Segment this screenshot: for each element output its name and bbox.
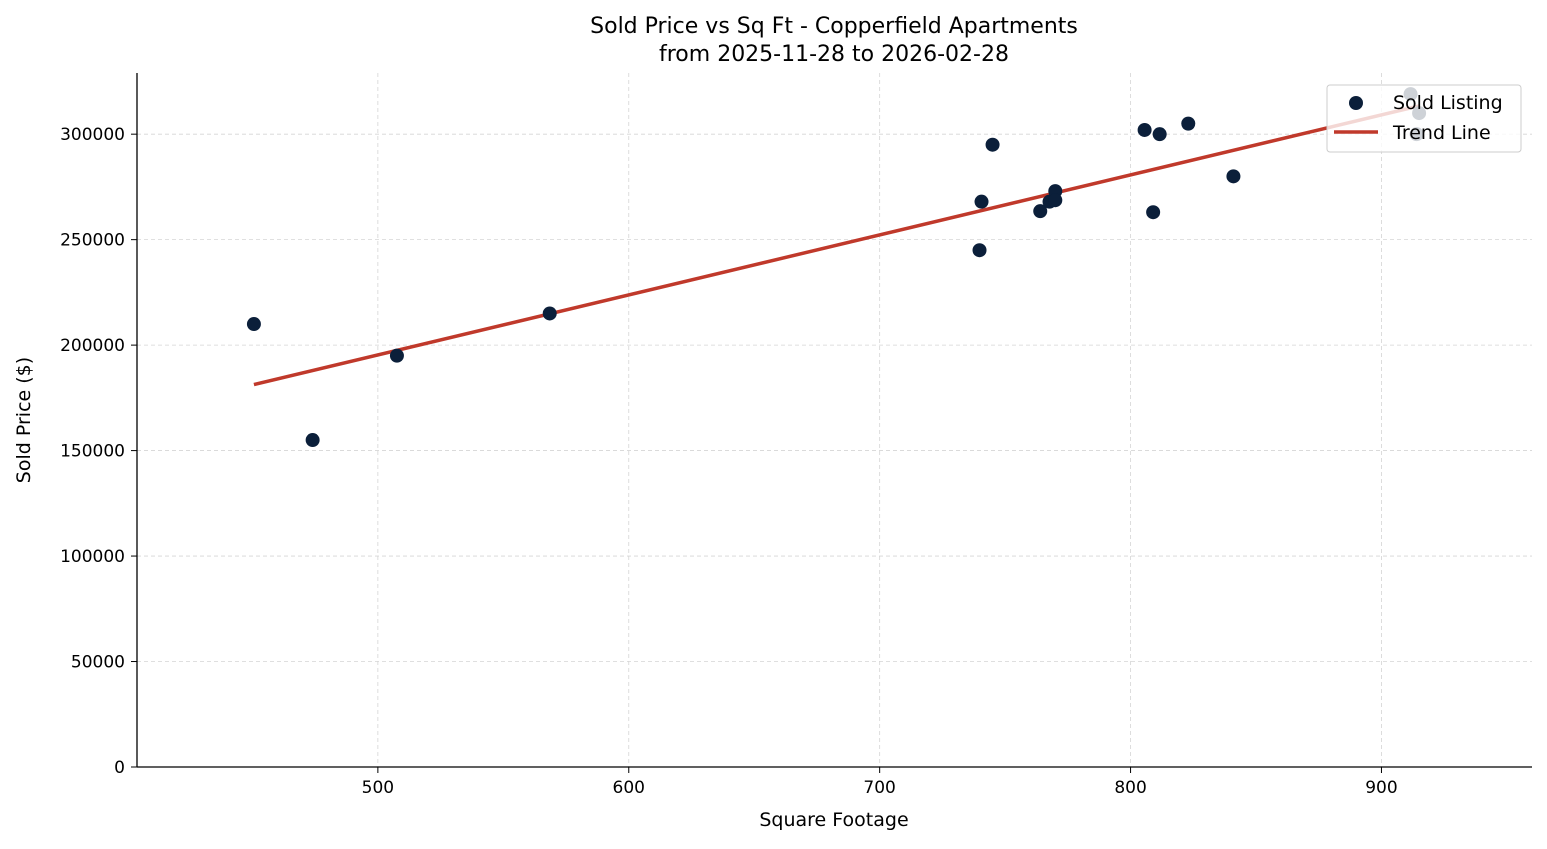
legend-label-sold-listing: Sold Listing — [1393, 92, 1503, 114]
data-point — [1152, 127, 1167, 142]
axes: 500 600 700 800 900 0 50000 100000 150000 200000 2… — [60, 73, 1532, 798]
data-point — [972, 243, 987, 258]
y-tick-label: 250000 — [60, 231, 125, 251]
y-axis-label: Sold Price ($) — [13, 357, 35, 483]
y-tick-label: 0 — [114, 758, 125, 778]
grid — [137, 73, 1532, 767]
data-point — [1033, 204, 1048, 219]
legend-box — [1326, 84, 1522, 153]
data-point — [1226, 169, 1241, 184]
trend-line — [253, 104, 1420, 387]
x-axis-label: Square Footage — [759, 809, 908, 831]
data-point — [246, 317, 261, 332]
x-tick-label: 700 — [863, 778, 895, 798]
points-layer — [246, 87, 1427, 448]
y-tick-label: 300000 — [60, 125, 125, 145]
x-tick-label: 500 — [362, 778, 394, 798]
data-point — [542, 306, 557, 321]
legend-label-trend-line: Trend Line — [1392, 122, 1491, 144]
y-tick-label: 200000 — [60, 336, 125, 356]
data-point — [1146, 205, 1161, 220]
x-tick-label: 600 — [613, 778, 645, 798]
data-point — [985, 137, 1000, 152]
chart-subtitle: from 2025-11-28 to 2026-02-28 — [659, 42, 1009, 67]
y-tick-label: 50000 — [71, 653, 125, 673]
data-point — [1181, 116, 1196, 131]
data-point — [389, 348, 404, 363]
y-tick-label: 100000 — [60, 547, 125, 567]
legend: Sold Listing Trend Line — [1326, 84, 1522, 153]
x-tick-label: 900 — [1365, 778, 1397, 798]
trend-line-layer — [253, 104, 1420, 387]
data-point — [305, 433, 320, 448]
data-point — [1137, 122, 1152, 137]
data-point — [1048, 193, 1063, 208]
x-tick-label: 800 — [1114, 778, 1146, 798]
legend-marker-sold-listing — [1349, 96, 1363, 110]
chart-title: Sold Price vs Sq Ft - Copperfield Apartm… — [590, 14, 1078, 39]
y-tick-label: 150000 — [60, 442, 125, 462]
data-point — [974, 194, 989, 209]
